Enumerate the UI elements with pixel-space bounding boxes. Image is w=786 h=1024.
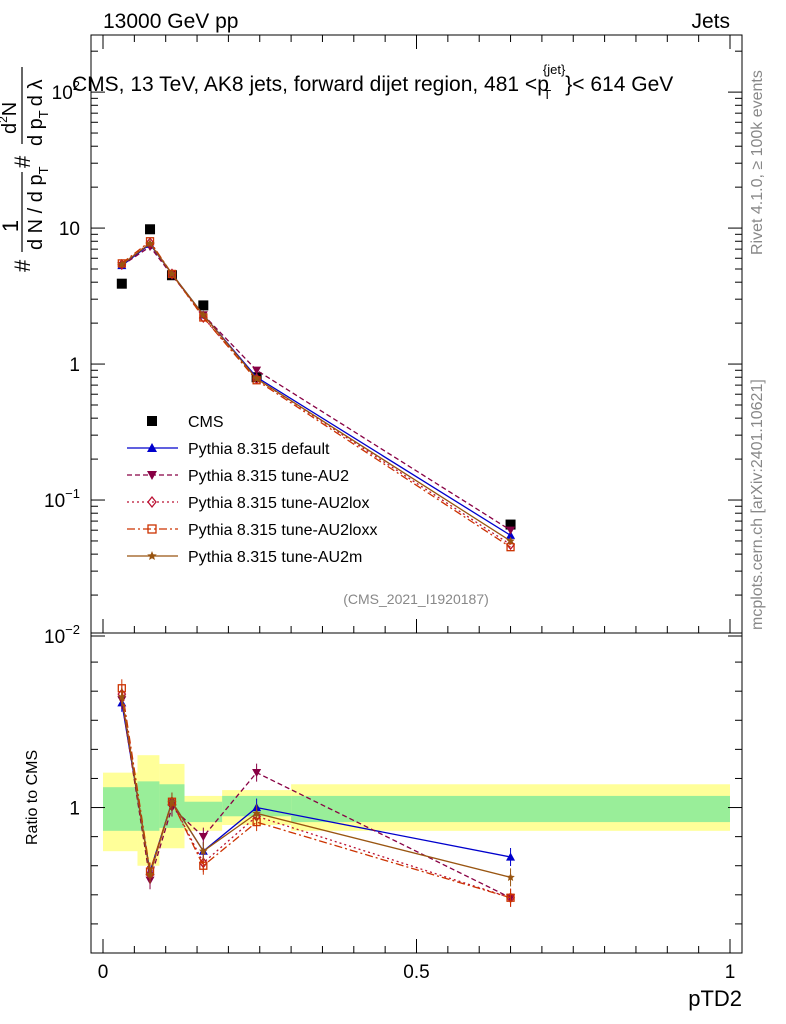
main-point-2-5 bbox=[506, 526, 516, 535]
main-plot: 10−2 10−1 1 10 102 CMS, 13 TeV, AK8 jets, fo… bbox=[0, 34, 743, 648]
ytick-label: 10 bbox=[59, 219, 80, 240]
mcplots-label: mcplots.cern.ch [arXiv:2401.10621] bbox=[749, 379, 766, 630]
main-title-text: CMS, 13 TeV, AK8 jets, forward dijet reg… bbox=[72, 73, 549, 96]
main-point-0-1 bbox=[145, 224, 156, 235]
xtick-label: 0 bbox=[98, 962, 109, 983]
ratio-plot: 10 0.5 1 Ratio to CMS pTD2 bbox=[24, 35, 743, 1011]
svg-text:1: 1 bbox=[0, 220, 23, 232]
ratio-point-4-2 bbox=[167, 797, 177, 806]
main-point-1-5 bbox=[506, 530, 516, 539]
ratio-point-4-0 bbox=[117, 692, 127, 701]
svg-text:d pTd λ: d pTd λ bbox=[25, 80, 51, 146]
ratio-point-1-4 bbox=[252, 769, 262, 778]
ylabel-one: 1 bbox=[0, 220, 23, 232]
main-series-layer bbox=[116, 224, 516, 552]
main-point-4-5 bbox=[506, 543, 515, 552]
legend-label: Pythia 8.315 tune-AU2 bbox=[188, 468, 349, 485]
ratio-uncertainty-bands bbox=[103, 755, 730, 866]
svg-text:#: # bbox=[10, 259, 35, 272]
legend-marker bbox=[147, 443, 157, 452]
ytick-label: 10−1 bbox=[44, 486, 80, 512]
main-plot-frame bbox=[90, 34, 743, 634]
main-point-0-5 bbox=[505, 519, 516, 530]
main-point-5-4 bbox=[252, 374, 261, 383]
ylabel-dp: d p bbox=[25, 118, 47, 146]
ratio-point-4-4 bbox=[252, 808, 261, 817]
ytick-label: 10−2 bbox=[44, 622, 80, 648]
main-line-4 bbox=[121, 240, 511, 548]
ratio-line-3 bbox=[121, 688, 511, 899]
analysis-id: (CMS_2021_I1920187) bbox=[343, 591, 489, 607]
main-point-5-5 bbox=[506, 536, 515, 545]
ratio-ylabel: Ratio to CMS bbox=[24, 750, 41, 845]
main-point-5-0 bbox=[117, 260, 127, 269]
ratio-point-1-3 bbox=[198, 833, 208, 842]
ratio-point-4-1 bbox=[145, 870, 155, 879]
ylabel-n: N bbox=[0, 102, 21, 116]
main-line-5 bbox=[121, 242, 511, 542]
ylabel-dn-sub: T bbox=[36, 166, 51, 174]
main-point-5-1 bbox=[145, 239, 155, 248]
band-inner bbox=[137, 781, 160, 831]
legend-marker bbox=[147, 524, 157, 534]
ylabel-hash: # bbox=[10, 259, 35, 272]
header-left: 13000 GeV pp bbox=[103, 10, 238, 33]
main-line-1 bbox=[121, 243, 511, 536]
main-point-3-1 bbox=[145, 237, 155, 249]
ratio-ytick-label: 1 bbox=[69, 799, 80, 820]
ratio-point-0-5 bbox=[506, 852, 516, 861]
legend-label: Pythia 8.315 default bbox=[188, 441, 330, 458]
header-right: Jets bbox=[691, 10, 730, 33]
ratio-line-4 bbox=[121, 696, 511, 878]
ratio-point-3-5 bbox=[506, 893, 515, 902]
ratio-point-4-3 bbox=[199, 846, 208, 855]
svg-text:#: # bbox=[10, 155, 35, 168]
legend-label: Pythia 8.315 tune-AU2loxx bbox=[188, 522, 377, 539]
ytick-label: 102 bbox=[52, 78, 80, 104]
main-line-2 bbox=[121, 245, 511, 531]
ratio-point-3-3 bbox=[199, 861, 208, 870]
xtick-label: 1 bbox=[725, 962, 736, 983]
band-inner bbox=[291, 795, 730, 823]
ylabel-d-sup: 2 bbox=[0, 116, 10, 123]
main-ylabel: # 1 d N / d pT # d2N d pTd λ bbox=[0, 67, 51, 272]
main-yaxis-ticks: 10−2 10−1 1 10 102 bbox=[44, 50, 742, 648]
main-title: CMS, 13 TeV, AK8 jets, forward dijet reg… bbox=[72, 62, 673, 102]
main-title-sup: {jet} bbox=[543, 62, 566, 77]
main-point-5-2 bbox=[167, 269, 177, 278]
ylabel-hash2: # bbox=[10, 155, 35, 168]
legend-marker bbox=[147, 471, 157, 480]
ylabel-d: d bbox=[0, 123, 21, 134]
svg-text:d N / d pT: d N / d pT bbox=[25, 166, 51, 250]
ytick-label: 1 bbox=[69, 355, 80, 376]
legend-label: Pythia 8.315 tune-AU2m bbox=[188, 549, 362, 566]
legend: CMS Pythia 8.315 default Pythia 8.315 tune… bbox=[127, 414, 377, 566]
band-inner bbox=[103, 787, 138, 831]
legend-marker bbox=[147, 495, 157, 509]
ratio-xlabel: pTD2 bbox=[688, 986, 742, 1011]
ratio-series-layer bbox=[117, 679, 516, 907]
ratio-line-1 bbox=[121, 699, 511, 899]
main-point-5-3 bbox=[199, 310, 208, 319]
main-title-sub: T bbox=[543, 87, 551, 102]
band-inner bbox=[184, 801, 223, 823]
rivet-label: Rivet 4.1.0, ≥ 100k events bbox=[749, 70, 766, 255]
main-point-0-3 bbox=[198, 300, 209, 311]
legend-label: CMS bbox=[188, 414, 224, 431]
main-point-3-3 bbox=[198, 311, 208, 324]
ratio-axis-ticks: 10 0.5 1 bbox=[69, 35, 742, 983]
xtick-label: 0.5 bbox=[403, 962, 429, 983]
legend-label: Pythia 8.315 tune-AU2lox bbox=[188, 495, 369, 512]
ylabel-dn: d N / d p bbox=[25, 174, 47, 250]
ylabel-dl: d λ bbox=[25, 80, 47, 107]
main-point-0-0 bbox=[116, 278, 127, 289]
ratio-point-4-5 bbox=[506, 872, 515, 881]
legend-marker bbox=[147, 551, 157, 560]
ylabel-dp-sub: T bbox=[36, 110, 51, 118]
main-point-2-4 bbox=[252, 366, 262, 375]
main-title-end: }< 614 GeV bbox=[565, 73, 673, 96]
legend-marker bbox=[147, 416, 157, 426]
svg-text:d2N: d2N bbox=[0, 102, 21, 134]
